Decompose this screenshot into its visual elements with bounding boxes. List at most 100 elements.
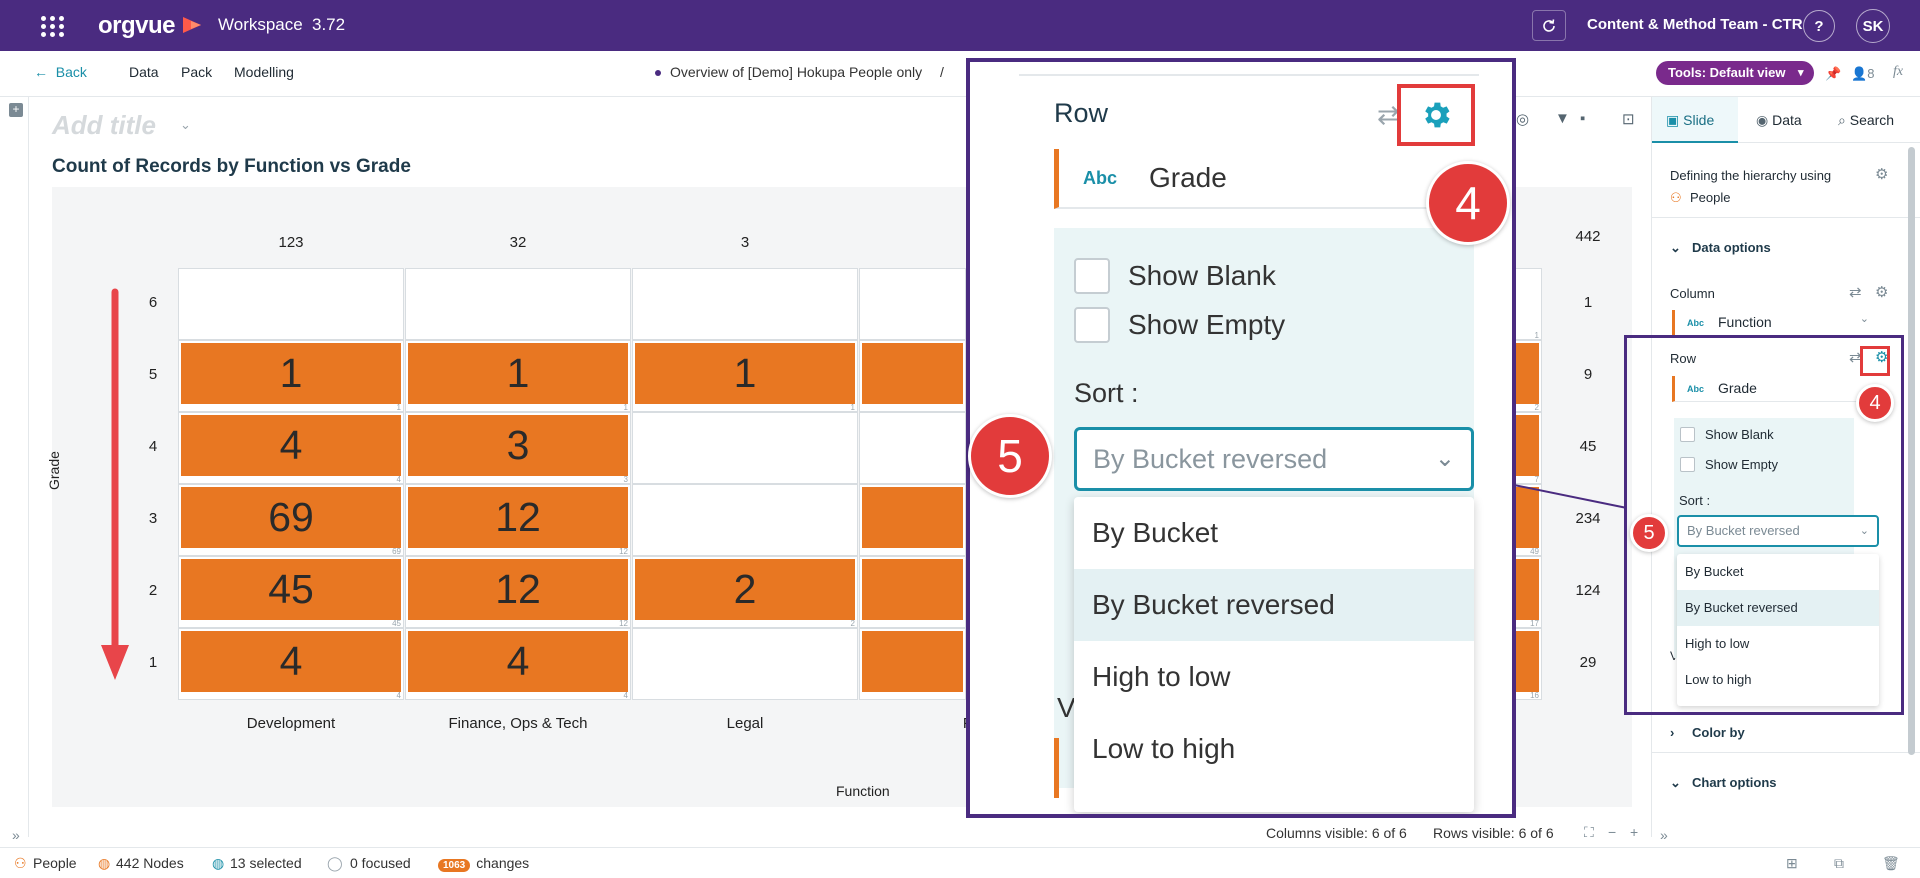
heatmap-cell[interactable]: [859, 556, 966, 628]
heatmap-cell[interactable]: [405, 268, 631, 340]
swap-icon[interactable]: ⇄: [1377, 100, 1400, 130]
add-title-input[interactable]: Add title: [52, 110, 156, 140]
data-options-header[interactable]: Data options: [1692, 240, 1771, 255]
palette-icon[interactable]: ◎: [1516, 111, 1530, 128]
heatmap-cell[interactable]: 1: [1515, 268, 1542, 340]
heatmap-cell[interactable]: [178, 268, 404, 340]
tab-search[interactable]: ⌕ Search: [1838, 97, 1894, 143]
heatmap-cell[interactable]: [632, 628, 858, 700]
heatmap-cell[interactable]: 49: [1515, 484, 1542, 556]
sort-option-by-bucket-reversed[interactable]: By Bucket reversed: [1677, 590, 1879, 626]
heatmap-cell[interactable]: 2: [1515, 340, 1542, 412]
active-users[interactable]: 👤8: [1851, 66, 1874, 82]
zoom-out-icon[interactable]: −: [1608, 824, 1617, 840]
chevron-down-icon[interactable]: ⌄: [1670, 240, 1681, 255]
show-blank-checkbox[interactable]: [1680, 427, 1695, 442]
row-field[interactable]: Abc Grade: [1672, 376, 1875, 402]
swap-icon[interactable]: ⇄: [1849, 284, 1862, 301]
heatmap-cell[interactable]: 45 45: [178, 556, 404, 628]
copy-icon[interactable]: ⧉: [1834, 855, 1844, 871]
zoom-sort-option-by-bucket-reversed[interactable]: By Bucket reversed: [1074, 569, 1474, 641]
gear-icon[interactable]: ⚙: [1875, 166, 1889, 183]
row-gear-icon[interactable]: ⚙: [1875, 349, 1889, 366]
trash-icon[interactable]: 🗑: [1882, 855, 1900, 871]
chart-options-header[interactable]: Chart options: [1692, 775, 1777, 790]
filter-icon[interactable]: ▼: [1555, 110, 1570, 127]
heatmap-cell[interactable]: [859, 268, 966, 340]
zoom-value-field[interactable]: [1054, 738, 1474, 798]
column-field[interactable]: Abc Function ⌄: [1672, 310, 1875, 336]
refresh-button[interactable]: [1532, 10, 1566, 41]
sort-option-high-to-low[interactable]: High to low: [1685, 636, 1750, 651]
gear-icon[interactable]: ⚙: [1875, 284, 1889, 301]
zoom-sort-option-high-to-low[interactable]: High to low: [1092, 661, 1231, 692]
nav-item-data[interactable]: Data: [129, 64, 159, 80]
fit-screen-icon[interactable]: ⛶: [1584, 824, 1594, 840]
hierarchy-value[interactable]: People: [1690, 190, 1731, 205]
heatmap-cell[interactable]: 69 69: [178, 484, 404, 556]
sort-option-by-bucket[interactable]: By Bucket: [1685, 564, 1744, 579]
heatmap-cell[interactable]: [859, 340, 966, 412]
expand-panel-icon[interactable]: ⊡: [1622, 111, 1635, 128]
status-people[interactable]: People: [33, 855, 77, 871]
add-icon[interactable]: ⊞: [1786, 855, 1798, 871]
zoom-gear-highlight[interactable]: [1397, 84, 1475, 146]
heatmap-cell[interactable]: [632, 412, 858, 484]
heatmap-cell[interactable]: [859, 412, 966, 484]
expand-left-icon[interactable]: »: [12, 827, 20, 843]
heatmap-cell[interactable]: 7: [1515, 412, 1542, 484]
zoom-sort-option-low-to-high[interactable]: Low to high: [1092, 733, 1236, 764]
heatmap-cell[interactable]: [632, 484, 858, 556]
back-link[interactable]: ← Back: [34, 64, 87, 80]
status-nodes[interactable]: 442 Nodes: [116, 855, 184, 871]
pin-icon[interactable]: 📌: [1825, 66, 1842, 81]
zoom-in-icon[interactable]: +: [1630, 824, 1639, 840]
help-button[interactable]: ?: [1803, 10, 1835, 42]
sort-select[interactable]: By Bucket reversed ⌄: [1677, 515, 1879, 547]
zoom-show-blank-checkbox[interactable]: [1074, 258, 1110, 294]
swap-icon[interactable]: ⇄: [1849, 349, 1862, 366]
heatmap-cell[interactable]: [632, 268, 858, 340]
show-empty-checkbox[interactable]: [1680, 457, 1695, 472]
tools-view-dropdown[interactable]: Tools: Default view ▾: [1656, 61, 1814, 85]
heatmap-cell[interactable]: 12 12: [405, 484, 631, 556]
heatmap-cell[interactable]: 16: [1515, 628, 1542, 700]
app-grid-icon[interactable]: [40, 14, 66, 38]
team-name[interactable]: Content & Method Team - CTR: [1587, 16, 1803, 33]
tab-data[interactable]: ◉ Data: [1756, 97, 1802, 143]
status-selected[interactable]: 13 selected: [230, 855, 302, 871]
user-avatar[interactable]: SK: [1856, 9, 1890, 43]
breadcrumb-text[interactable]: Overview of [Demo] Hokupa People only: [670, 64, 923, 80]
status-focused[interactable]: 0 focused: [350, 855, 411, 871]
color-by-header[interactable]: Color by: [1692, 725, 1745, 740]
heatmap-cell[interactable]: [859, 484, 966, 556]
nav-item-modelling[interactable]: Modelling: [234, 64, 294, 80]
zoom-row-field[interactable]: Abc Grade: [1054, 149, 1454, 209]
zoom-sort-option-by-bucket[interactable]: By Bucket: [1092, 517, 1219, 548]
expand-right-icon[interactable]: »: [1660, 827, 1668, 843]
sort-option-low-to-high[interactable]: Low to high: [1685, 672, 1752, 687]
heatmap-cell[interactable]: 12 12: [405, 556, 631, 628]
tab-slide[interactable]: ▣ Slide: [1652, 97, 1738, 143]
fx-icon[interactable]: fx: [1893, 64, 1904, 79]
chevron-right-icon[interactable]: ›: [1670, 725, 1675, 740]
panel-scrollbar[interactable]: [1908, 147, 1915, 755]
add-slide-button[interactable]: +: [9, 103, 23, 117]
nav-item-pack[interactable]: Pack: [181, 64, 213, 80]
zoom-show-empty-checkbox[interactable]: [1074, 307, 1110, 343]
comment-icon[interactable]: ▪: [1580, 110, 1586, 127]
zoom-sort-select[interactable]: By Bucket reversed ⌄: [1074, 427, 1474, 491]
heatmap-cell[interactable]: [859, 628, 966, 700]
chevron-down-icon[interactable]: ⌄: [1670, 775, 1681, 790]
status-changes[interactable]: 1063 changes: [438, 855, 529, 872]
heatmap-cell[interactable]: 17: [1515, 556, 1542, 628]
chevron-down-icon[interactable]: ⌄: [180, 117, 191, 132]
